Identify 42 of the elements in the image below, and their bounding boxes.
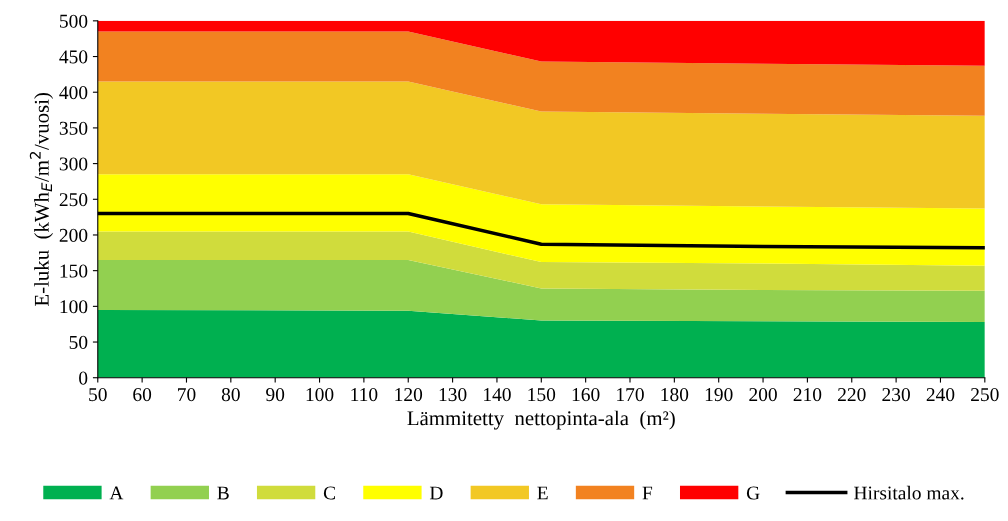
x-tick-label: 150 xyxy=(528,388,556,402)
legend-label: D xyxy=(429,486,443,500)
y-tick-label: 150 xyxy=(60,264,88,278)
y-axis-title: E-luku (kWh$_{E}$/m$^{2}$/vuosi) xyxy=(29,93,54,306)
y-tick-label: 200 xyxy=(59,228,88,242)
x-tick-label: 200 xyxy=(749,388,777,402)
legend-label: E xyxy=(537,486,548,500)
x-tick-label: 190 xyxy=(705,388,733,402)
x-tick-label: 170 xyxy=(617,388,644,402)
x-tick-label: 230 xyxy=(882,388,910,402)
y-tick-label: 250 xyxy=(59,193,88,207)
legend-label: F xyxy=(642,486,653,500)
x-tick-label: 90 xyxy=(266,388,285,402)
x-tick-label: 100 xyxy=(306,388,334,402)
x-tick-label: 160 xyxy=(572,388,600,402)
legend-label: A xyxy=(109,486,124,500)
y-tick-label: 350 xyxy=(59,121,88,135)
legend-label: Hirsitalo max. xyxy=(854,485,964,500)
x-tick-label: 80 xyxy=(221,388,240,402)
y-tick-label: 50 xyxy=(69,335,88,349)
y-tick-label: 500 xyxy=(60,14,88,28)
y-tick-label: 300 xyxy=(59,157,88,171)
y-tick-label: 100 xyxy=(60,300,88,314)
y-tick-label: 400 xyxy=(59,86,88,100)
y-tick-label: 0 xyxy=(79,371,88,385)
x-tick-label: 240 xyxy=(926,388,955,402)
x-tick-label: 70 xyxy=(178,388,196,402)
x-tick-label: 110 xyxy=(351,388,378,402)
x-tick-label: 130 xyxy=(439,388,467,402)
x-tick-label: 60 xyxy=(133,388,152,402)
x-tick-label: 210 xyxy=(793,388,822,402)
x-tick-label: 180 xyxy=(661,388,689,402)
x-tick-label: 140 xyxy=(484,388,511,402)
x-tick-label: 120 xyxy=(395,388,423,402)
x-tick-label: 250 xyxy=(971,388,999,402)
legend-label: G xyxy=(746,486,760,500)
x-tick-label: 50 xyxy=(89,388,107,402)
y-tick-label: 450 xyxy=(59,50,88,64)
x-tick-label: 220 xyxy=(838,388,866,402)
legend-label: C xyxy=(323,486,335,500)
x-axis-title: Lämmitetty nettopinta-ala (m²) xyxy=(407,410,675,430)
legend-label: B xyxy=(217,486,229,500)
